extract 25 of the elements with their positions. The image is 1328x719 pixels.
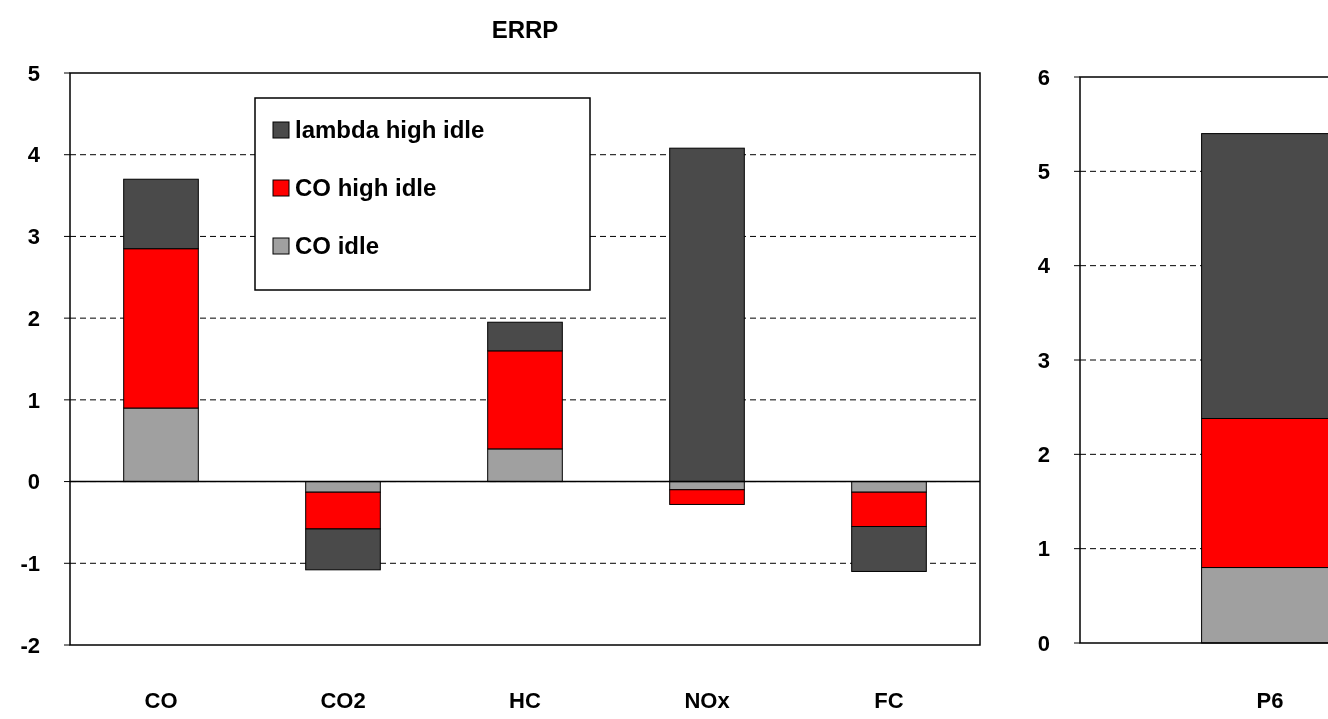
y-tick-label: 0	[27, 469, 40, 495]
y-tick-label: 2	[1037, 442, 1050, 468]
y-tick-label: 5	[27, 60, 40, 86]
x-tick-label: P6	[1256, 688, 1284, 713]
y-tick-label: 5	[1037, 159, 1050, 185]
y-tick-label: 0	[1037, 630, 1050, 656]
legend-label: lambda high idle	[295, 116, 485, 144]
y-tick-label: 6	[1037, 64, 1050, 90]
x-tick-label: NOx	[684, 688, 731, 713]
legend-label: CO high idle	[295, 174, 437, 202]
legend-label: CO idle	[295, 232, 380, 260]
x-tick-label: HC	[509, 688, 541, 713]
y-tick-label: 1	[27, 387, 40, 413]
y-tick-label: 4	[1037, 253, 1051, 279]
y-tick-label: 3	[27, 224, 40, 250]
y-tick-label: -2	[20, 632, 40, 658]
y-tick-label: -1	[20, 550, 40, 576]
x-tick-label: CO2	[320, 688, 366, 713]
y-tick-label: 4	[27, 142, 41, 168]
x-tick-label: FC	[874, 688, 904, 713]
y-tick-label: 3	[1037, 347, 1050, 373]
x-tick-label: CO	[144, 688, 178, 713]
y-tick-label: 2	[27, 305, 40, 331]
y-tick-label: 1	[1037, 536, 1050, 562]
chart-title: ERRP	[491, 16, 559, 43]
